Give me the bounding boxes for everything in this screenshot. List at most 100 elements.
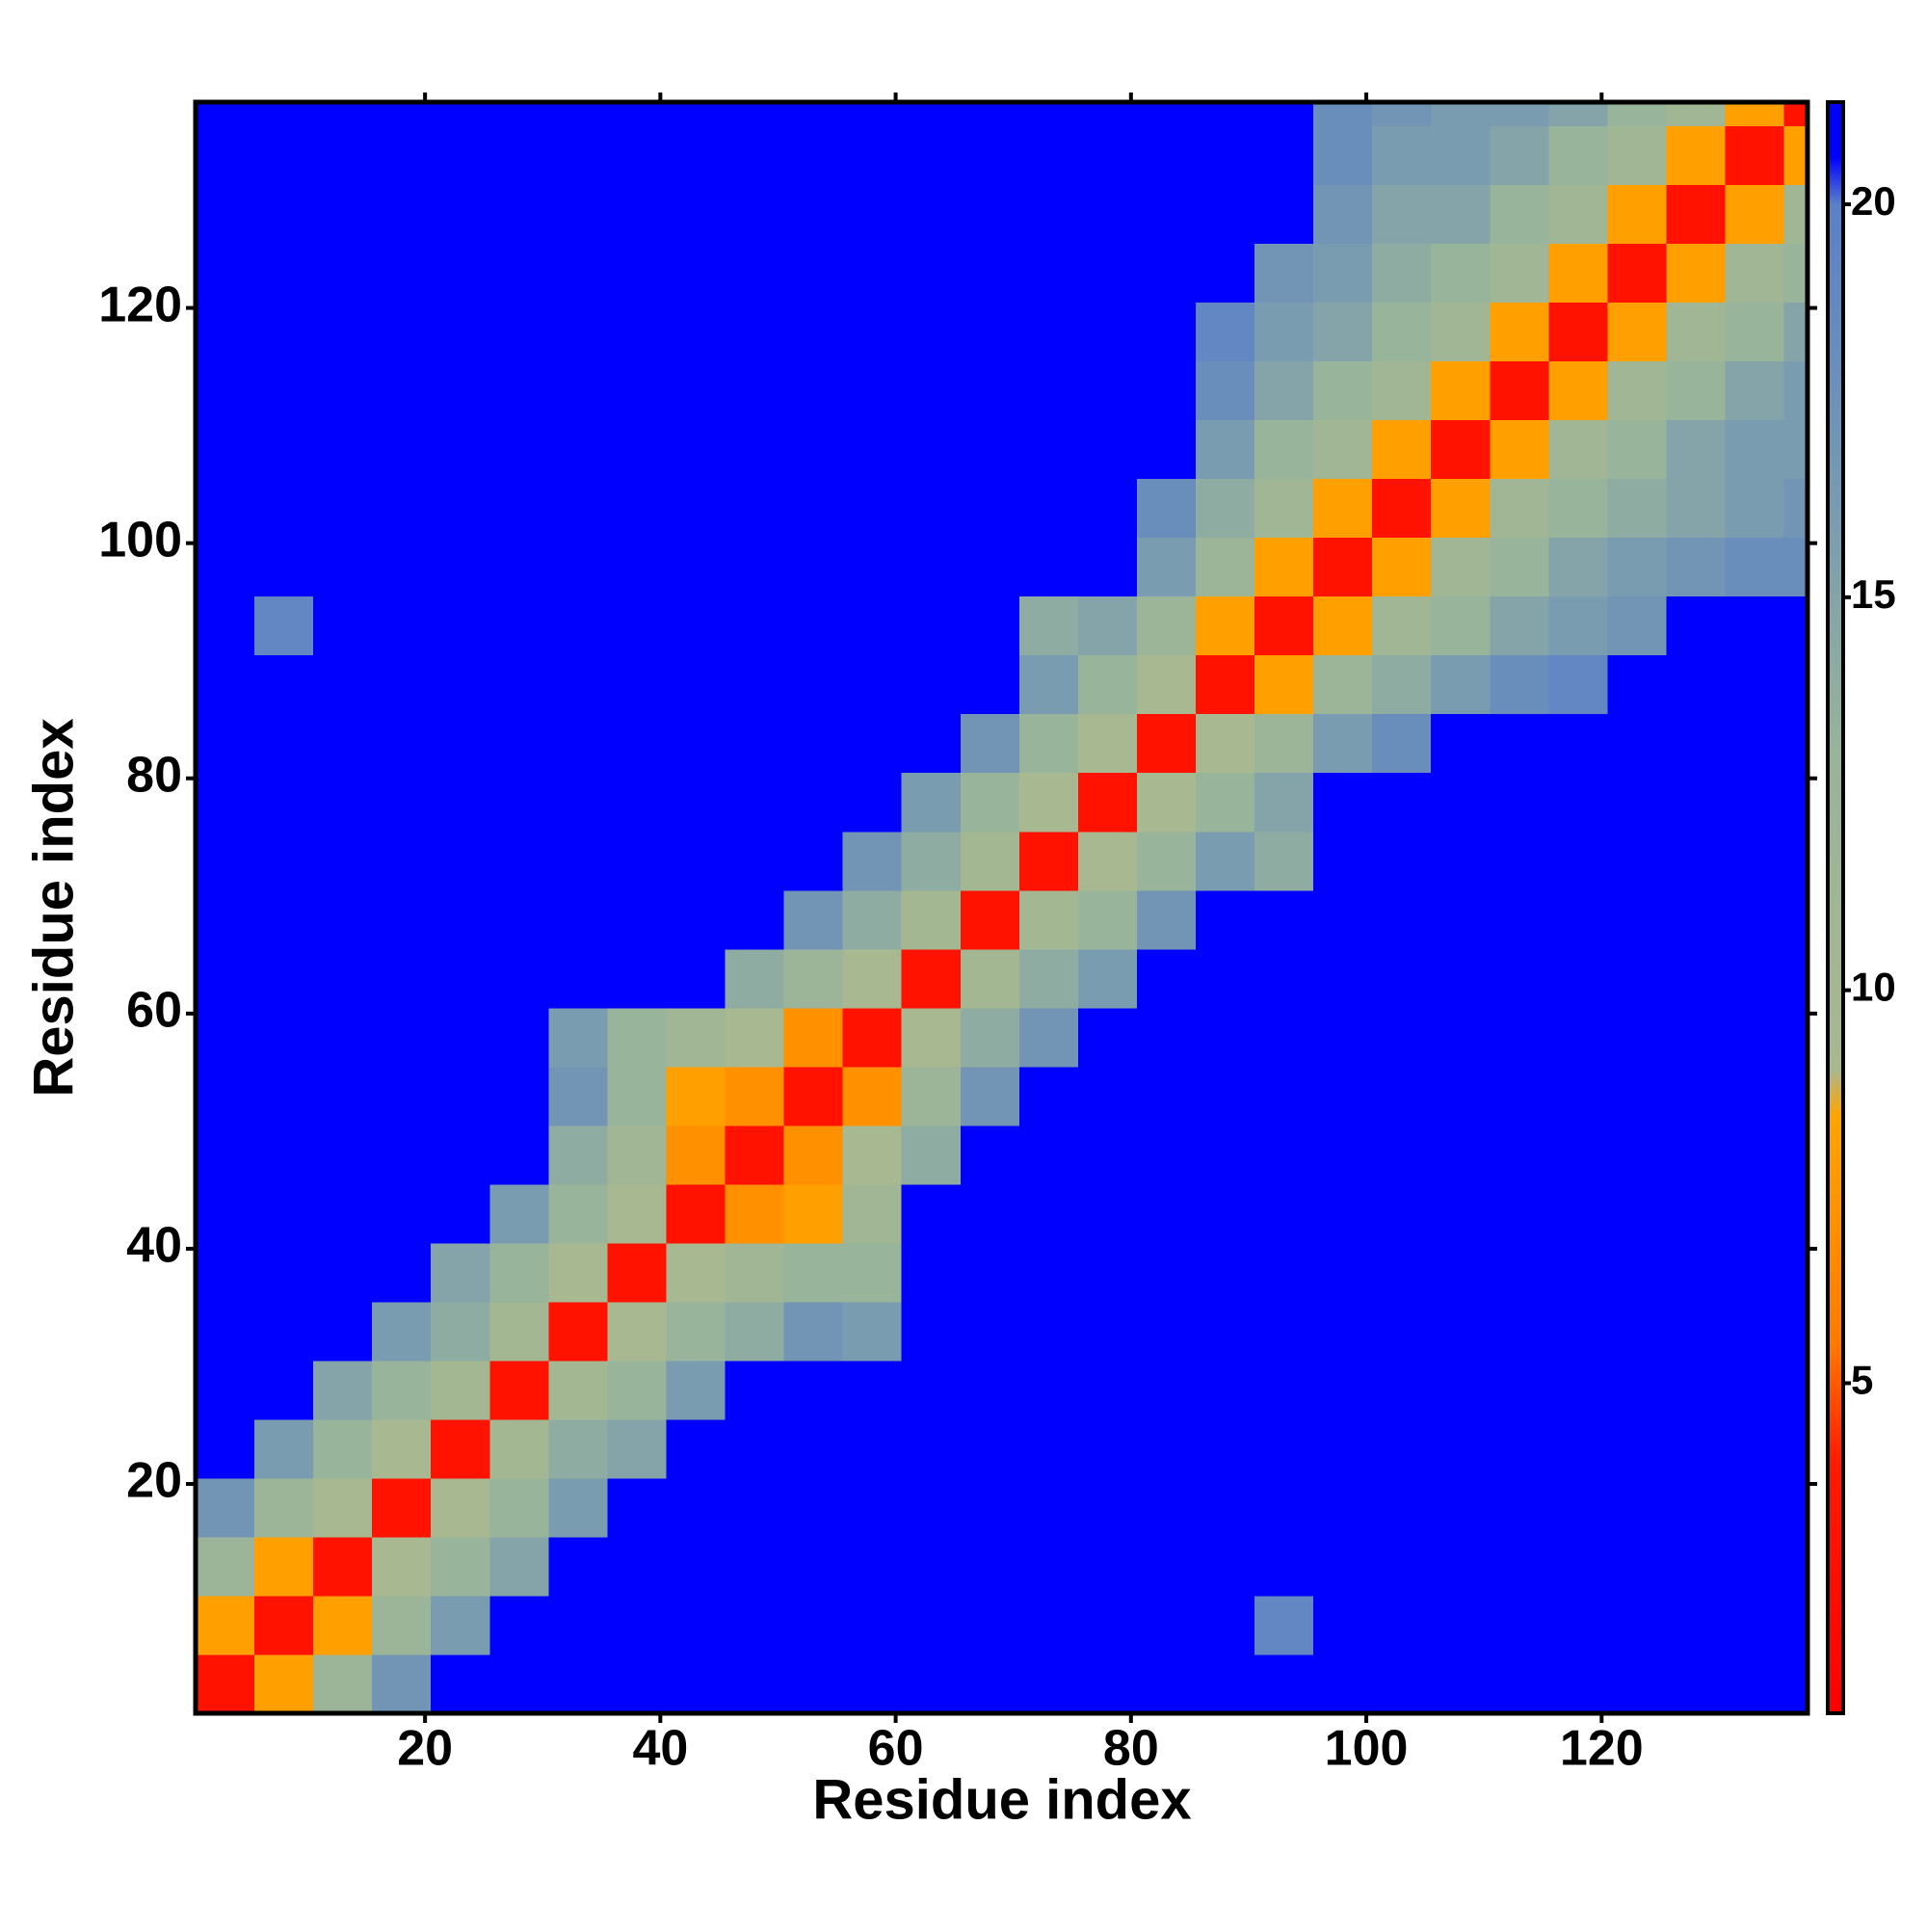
heatmap-cell [372,948,432,1009]
heatmap-cell [1548,478,1609,539]
heatmap-cell [1077,1183,1138,1244]
heatmap-cell [901,1360,962,1420]
heatmap-cell [1136,1066,1197,1126]
heatmap-cell [548,125,609,186]
heatmap-cell [1725,419,1785,480]
heatmap-cell [1077,537,1138,597]
heatmap-cell [1783,713,1808,774]
heatmap-cell [901,1183,962,1244]
heatmap-cell [725,125,785,186]
heatmap-cell [1136,302,1197,362]
heatmap-cell [1136,419,1197,480]
heatmap-cell [783,1242,844,1303]
heatmap-cell [1548,889,1609,950]
heatmap-cell [725,419,785,480]
heatmap-cell [666,1418,726,1479]
heatmap-cell [1313,419,1373,480]
heatmap-cell [607,654,668,715]
heatmap-cell [901,102,962,127]
heatmap-cell [548,1595,609,1655]
heatmap-cell [1548,1242,1609,1303]
heatmap-cell [1607,595,1668,656]
heatmap-cell [783,948,844,1009]
heatmap-cell [489,1477,549,1538]
heatmap-cell [1018,1007,1079,1068]
heatmap-cell [666,243,726,304]
heatmap-cell [313,1183,373,1244]
heatmap-cell [548,595,609,656]
heatmap-cell [1077,1536,1138,1597]
heatmap-cell [1725,595,1785,656]
heatmap-cell [1195,360,1255,421]
heatmap-cell [960,1066,1020,1126]
heatmap-cell [372,102,432,127]
heatmap-cell [196,1007,255,1068]
heatmap-cell [489,713,549,774]
heatmap-cell [1607,1477,1668,1538]
heatmap-cell [1431,1477,1491,1538]
heatmap-cell [1254,1595,1314,1655]
heatmap-cell [1783,537,1808,597]
heatmap-cell [1725,1595,1785,1655]
heatmap-cell [1431,102,1491,127]
heatmap-cell [901,1595,962,1655]
heatmap-cell [548,1360,609,1420]
heatmap-cell [1372,1007,1432,1068]
heatmap-cell [372,595,432,656]
heatmap-cell [431,478,490,539]
heatmap-cell [1725,184,1785,245]
heatmap-cell [1254,1183,1314,1244]
heatmap-cell [901,1301,962,1362]
heatmap-cell [842,654,903,715]
heatmap-cell [783,125,844,186]
heatmap-cell [1548,772,1609,833]
heatmap-cell [1725,478,1785,539]
heatmap-cell [725,184,785,245]
heatmap-cell [842,595,903,656]
heatmap-cell [1607,772,1668,833]
heatmap-cell [489,184,549,245]
heatmap-cell [607,1360,668,1420]
heatmap-cell [1372,243,1432,304]
heatmap-cell [313,713,373,774]
heatmap-cell [372,537,432,597]
heatmap-cell [1725,713,1785,774]
x-tick-label: 60 [868,1721,924,1777]
heatmap-cell [313,1301,373,1362]
y-tick-label: 40 [126,1218,182,1274]
heatmap-cell [725,537,785,597]
heatmap-cell [1195,1536,1255,1597]
x-axis-title: Residue index [812,1768,1191,1831]
heatmap-cell [1490,1125,1549,1185]
heatmap-cell [1372,1595,1432,1655]
heatmap-cell [725,1125,785,1185]
heatmap-cell [254,1242,314,1303]
heatmap-cell [1254,831,1314,891]
heatmap-cell [1725,1125,1785,1185]
heatmap-cell [1490,537,1549,597]
heatmap-cell [960,102,1020,127]
heatmap-cell [548,1183,609,1244]
heatmap-cell [960,1125,1020,1185]
heatmap-cell [1490,1654,1549,1714]
heatmap-cell [489,360,549,421]
heatmap-cell [313,302,373,362]
heatmap-cell [1136,595,1197,656]
heatmap-cell [1725,1301,1785,1362]
heatmap-cell [1431,1066,1491,1126]
heatmap-cell [842,713,903,774]
heatmap-cell [313,595,373,656]
heatmap-cell [431,1301,490,1362]
heatmap-cell [254,102,314,127]
heatmap-cell [548,1242,609,1303]
heatmap-cell [1666,889,1727,950]
heatmap-cell [1490,478,1549,539]
heatmap-cell [901,125,962,186]
heatmap-cell [1018,1595,1079,1655]
heatmap-cell [431,1595,490,1655]
heatmap-cell [1313,1360,1373,1420]
heatmap-cell [1666,1242,1727,1303]
heatmap-cell [1018,1536,1079,1597]
heatmap-cell [842,1477,903,1538]
